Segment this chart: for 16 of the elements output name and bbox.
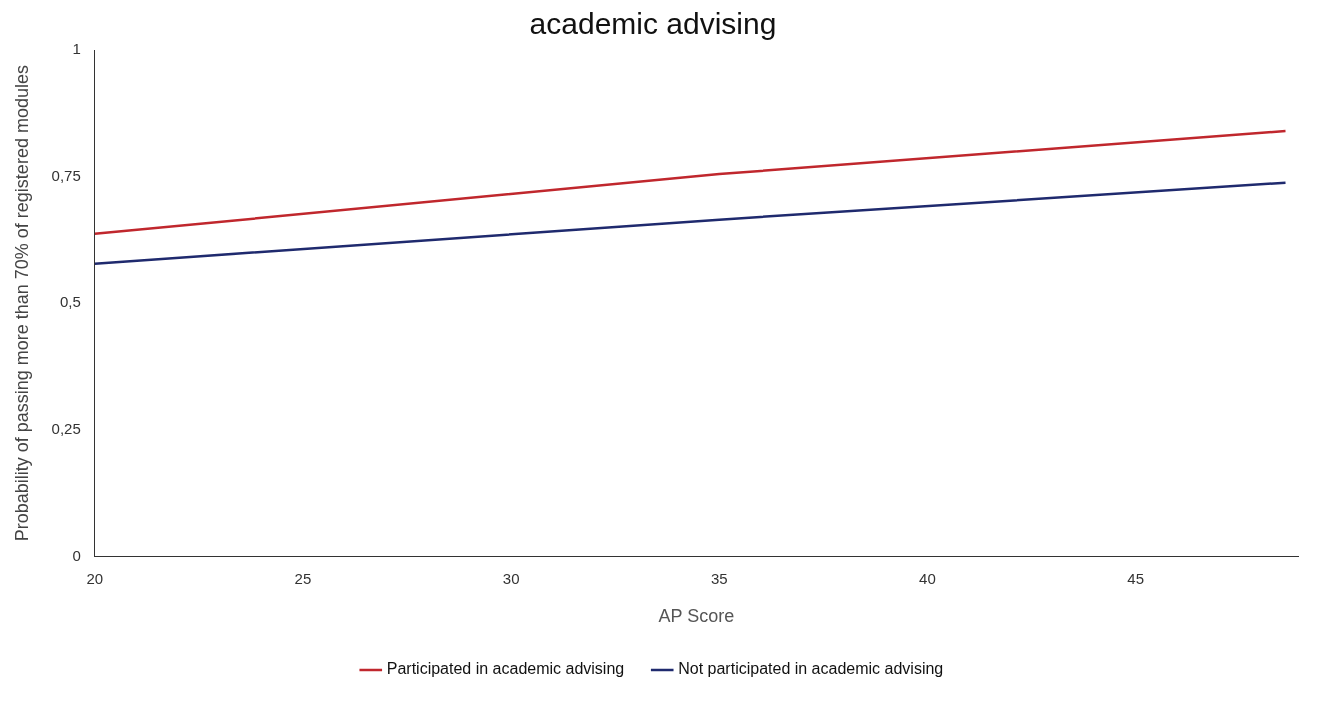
x-axis-title: AP Score bbox=[658, 606, 735, 627]
x-tick-label: 35 bbox=[710, 569, 728, 587]
x-tick-label: 45 bbox=[1127, 569, 1144, 587]
x-tick-label: 30 bbox=[502, 569, 520, 587]
y-tick-label: 0,5 bbox=[59, 293, 81, 311]
x-tick-label: 20 bbox=[86, 569, 104, 587]
y-axis-title: Probability of passing more than 70% of registered modules bbox=[11, 65, 32, 542]
y-tick-label: 0,25 bbox=[51, 419, 81, 437]
x-tick-label: 40 bbox=[919, 569, 936, 587]
y-tick-label: 1 bbox=[72, 40, 81, 58]
x-tick-label: 25 bbox=[294, 569, 312, 587]
legend-label: Not participated in academic advising bbox=[678, 660, 944, 678]
y-tick-label: 0,75 bbox=[51, 166, 81, 184]
legend-label: Participated in academic advising bbox=[386, 660, 625, 678]
chart-title: academic advising bbox=[529, 7, 777, 41]
y-tick-label: 0 bbox=[72, 546, 81, 564]
